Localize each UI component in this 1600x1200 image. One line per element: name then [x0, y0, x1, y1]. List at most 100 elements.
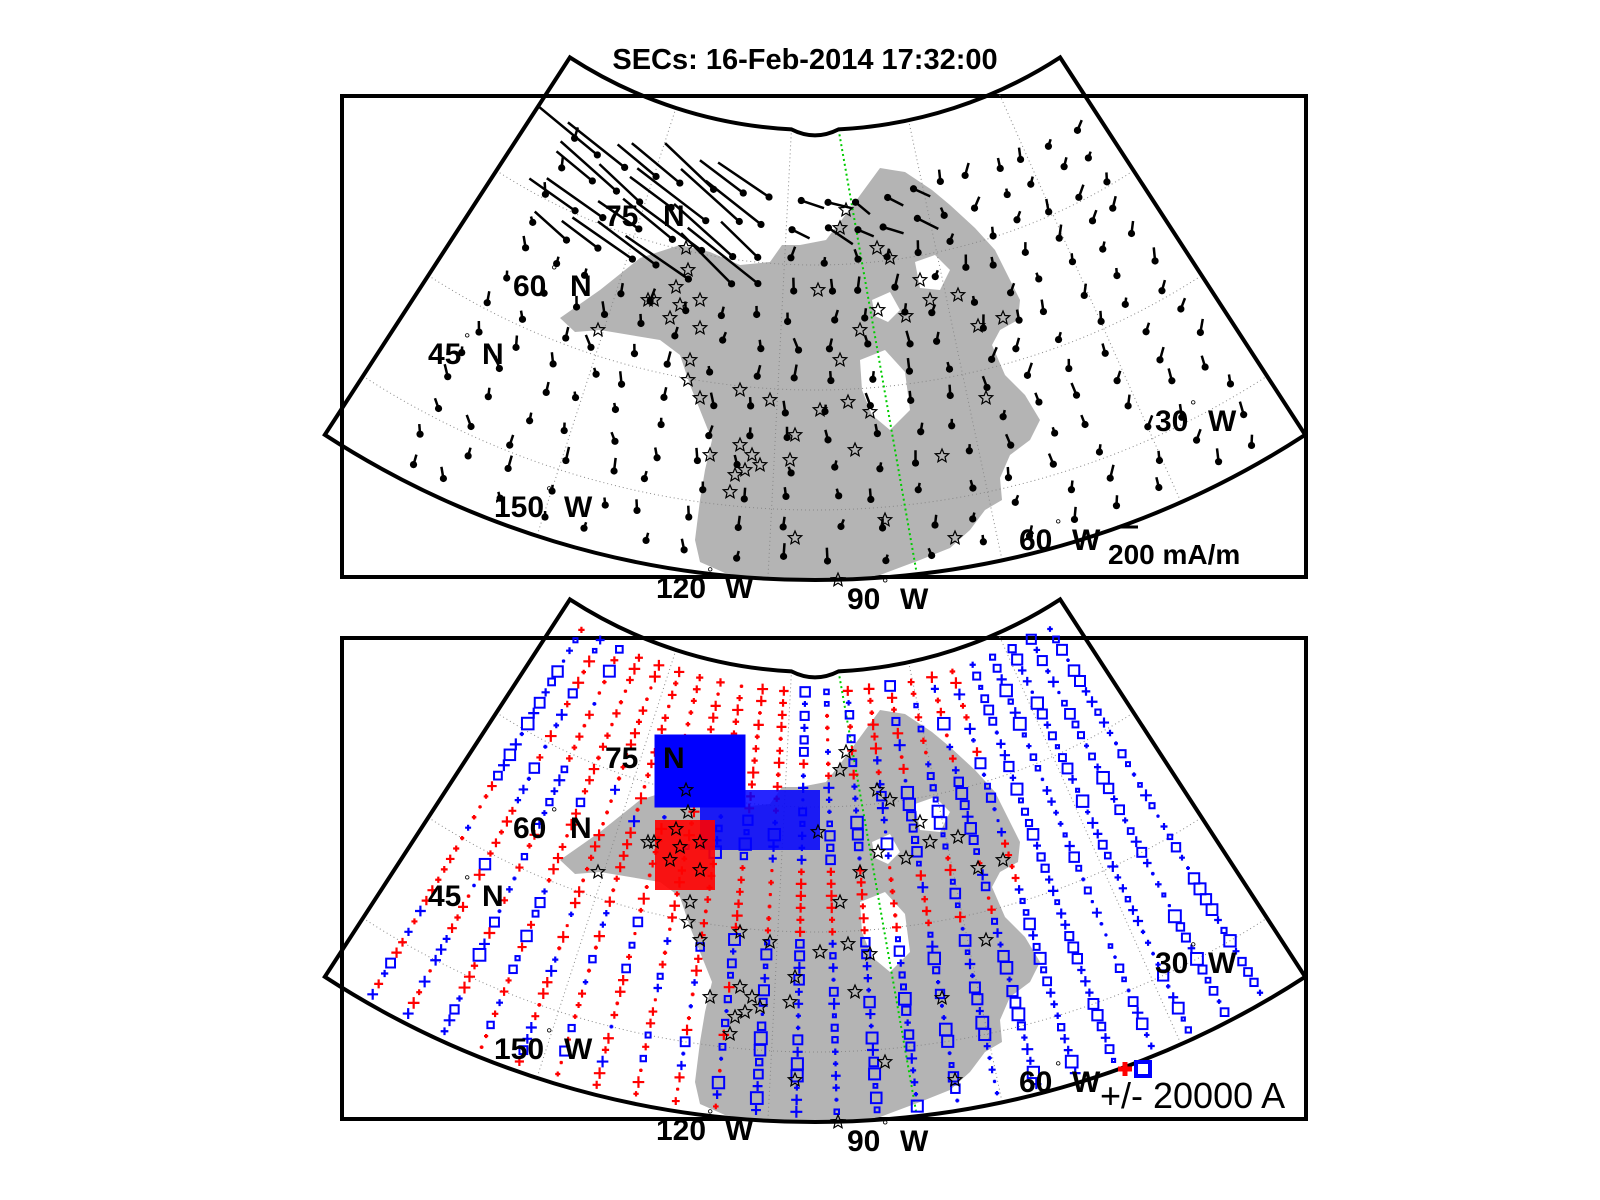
negative-sec-marker [615, 645, 624, 654]
vector-origin-dot [733, 460, 741, 469]
vector-origin-dot [1112, 502, 1121, 510]
svg-text:°: ° [464, 331, 470, 348]
station-star-icon [786, 426, 804, 442]
station-star-icon [921, 291, 939, 307]
meridian-line [997, 90, 1182, 503]
negative-sec-marker [1117, 749, 1127, 759]
negative-sec-marker [514, 955, 521, 962]
positive-sec-marker [798, 868, 805, 876]
positive-sec-marker [517, 942, 527, 952]
vector-origin-dot [823, 557, 832, 565]
vector-origin-dot [854, 255, 862, 263]
positive-sec-marker [572, 1014, 578, 1019]
negative-sec-marker [566, 647, 573, 655]
positive-sec-marker [440, 865, 448, 873]
figure-title: SECs: 16-Feb-2014 17:32:00 [612, 44, 997, 76]
station-star-icon [671, 838, 689, 854]
positive-sec-marker [505, 977, 512, 984]
negative-sec-marker [826, 820, 833, 828]
positive-sec-marker [795, 890, 807, 902]
station-star-icon [977, 389, 995, 405]
top-lat-label-75: 75 N [605, 200, 685, 233]
station-star-icon [721, 1025, 739, 1041]
station-star-icon [743, 988, 761, 1004]
station-star-icon [881, 791, 899, 807]
station-star-icon [726, 1008, 744, 1024]
vector-origin-dot [699, 486, 707, 494]
positive-sec-marker [586, 968, 592, 973]
negative-sec-marker [1165, 984, 1171, 989]
negative-sec-marker [519, 731, 524, 737]
svg-text:60: 60 [513, 812, 546, 845]
vector-origin-dot [526, 417, 534, 425]
station-star-icon [781, 451, 799, 467]
negative-sec-marker [644, 1031, 652, 1039]
vector-origin-dot [562, 236, 571, 244]
positive-sec-marker [584, 710, 594, 720]
station-star-icon [837, 743, 855, 759]
vector-origin-dot [652, 261, 660, 269]
negative-sec-marker [676, 1060, 687, 1071]
bottom-lon-label-60: 60 ° W [1019, 1059, 1101, 1099]
negative-sec-marker [999, 961, 1014, 975]
negative-sec-marker [1036, 708, 1048, 720]
station-star-icon [679, 371, 697, 387]
negative-sec-marker [1083, 886, 1092, 895]
top-lon-label-90: 90 ° W [847, 576, 929, 616]
negative-sec-marker [913, 1092, 919, 1097]
station-star-icon [667, 278, 685, 294]
negative-sec-marker [1131, 1007, 1144, 1019]
negative-sec-marker [791, 1094, 803, 1106]
positive-sec-marker [751, 757, 758, 764]
negative-sec-marker [1124, 895, 1132, 903]
positive-sec-marker [391, 947, 402, 958]
positive-sec-marker [1001, 839, 1010, 848]
negative-sec-marker [897, 959, 905, 967]
negative-sec-marker [1155, 961, 1161, 968]
vector-origin-dot [444, 373, 452, 381]
positive-sec-marker [639, 1068, 643, 1073]
negative-sec-marker [824, 830, 836, 842]
negative-sec-marker [506, 886, 513, 893]
negative-sec-marker [834, 1097, 839, 1102]
negative-sec-marker [1130, 836, 1142, 848]
positive-sec-marker [875, 769, 882, 776]
vector-origin-dot [861, 314, 869, 322]
negative-sec-marker [1064, 840, 1075, 852]
meridian-line [536, 649, 677, 1079]
negative-sec-marker [528, 762, 541, 774]
negative-sec-marker [1157, 969, 1170, 982]
negative-sec-marker [1166, 833, 1174, 841]
negative-sec-marker [968, 834, 979, 845]
vector-origin-dot [1054, 335, 1063, 344]
positive-sec-marker [578, 626, 585, 634]
vector-origin-dot [735, 217, 743, 226]
positive-sec-marker [633, 932, 637, 936]
positive-sec-marker [910, 691, 917, 697]
station-star-icon [761, 391, 779, 407]
vector-origin-dot [969, 515, 977, 523]
negative-sec-marker [1121, 976, 1127, 983]
negative-sec-marker [1022, 676, 1032, 686]
negative-sec-marker [795, 987, 803, 996]
vector-origin-dot [1006, 289, 1015, 297]
current-vector [533, 210, 568, 242]
negative-sec-marker [1031, 1078, 1042, 1090]
negative-sec-marker [795, 1025, 801, 1031]
negative-sec-marker [1150, 871, 1155, 876]
negative-sec-marker [851, 828, 864, 841]
negative-sec-marker [992, 1079, 997, 1084]
negative-sec-marker [653, 983, 663, 993]
negative-sec-marker [828, 963, 838, 973]
positive-sec-marker [690, 965, 703, 977]
negative-sec-marker [762, 963, 769, 970]
vector-origin-dot [636, 198, 644, 206]
station-star-icon [846, 983, 864, 999]
negative-sec-marker [533, 696, 546, 709]
negative-sec-marker [1100, 1033, 1111, 1043]
bottom-lon-label-150: 150 ° W [494, 1026, 593, 1066]
negative-sec-marker [851, 783, 858, 790]
negative-sec-marker [1113, 955, 1117, 959]
negative-sec-marker [916, 860, 922, 867]
negative-sec-marker [978, 1027, 992, 1042]
